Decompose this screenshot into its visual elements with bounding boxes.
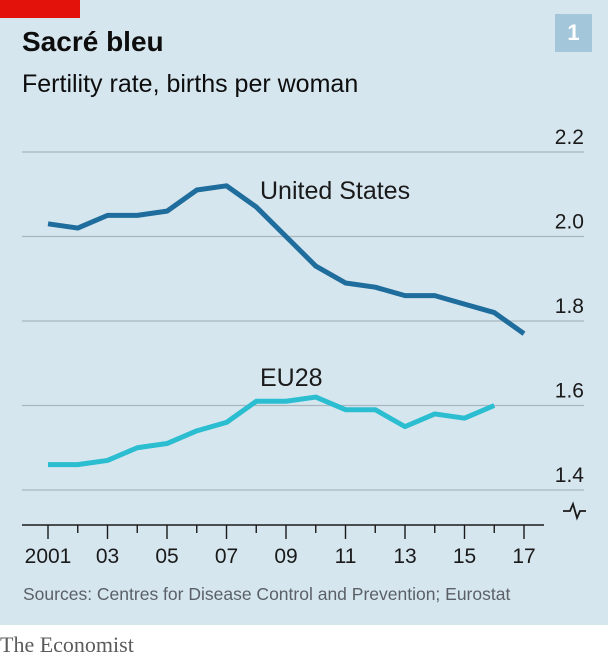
series-line-united-states (47, 183, 526, 336)
x-tick-label: 15 (453, 545, 476, 568)
line-chart: 1.4 1.6 1.8 2.0 2.2 United States EU28 2001 03… (22, 126, 586, 568)
y-axis-labels: 1.4 1.6 1.8 2.0 2.2 (555, 126, 585, 487)
chart-number-badge: 1 (555, 14, 592, 52)
x-axis (22, 524, 544, 539)
y-tick-label: 2.2 (555, 126, 584, 149)
y-tick-label: 2.0 (555, 211, 584, 234)
x-tick-label: 07 (215, 545, 238, 568)
x-axis-labels: 2001 03 05 07 09 11 13 15 17 (25, 545, 536, 568)
publisher-wordmark: The Economist (0, 632, 134, 657)
chart-title: Sacré bleu (22, 26, 164, 57)
series-labels: United States EU28 (260, 177, 410, 392)
series-label-eu28: EU28 (260, 364, 323, 392)
x-tick-label: 17 (512, 545, 535, 568)
source-note: Sources: Centres for Disease Control and… (23, 584, 511, 604)
y-tick-label: 1.4 (555, 464, 585, 487)
x-tick-label: 13 (393, 545, 416, 568)
chart-subtitle: Fertility rate, births per woman (22, 70, 359, 98)
chart-panel (0, 0, 608, 625)
brand-accent-bar (0, 0, 80, 18)
y-tick-label: 1.8 (555, 295, 584, 318)
x-tick-label: 03 (96, 545, 119, 568)
x-tick-label: 2001 (25, 545, 72, 568)
series-lines (47, 183, 526, 468)
gridlines (22, 151, 584, 491)
y-tick-label: 1.6 (555, 380, 584, 403)
axis-break-symbol (563, 501, 586, 521)
series-line-eu28 (48, 394, 496, 468)
x-tick-label: 09 (274, 545, 297, 568)
x-tick-label: 11 (335, 545, 357, 568)
x-tick-label: 05 (155, 545, 178, 568)
series-label-united-states: United States (260, 177, 410, 205)
